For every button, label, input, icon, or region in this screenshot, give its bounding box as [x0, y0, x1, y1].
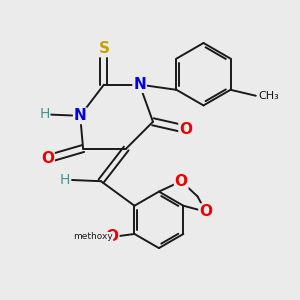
Text: N: N [74, 108, 86, 123]
Text: N: N [133, 77, 146, 92]
Text: methoxy: methoxy [73, 232, 113, 242]
Text: H: H [60, 173, 70, 187]
Text: O: O [41, 152, 54, 166]
Text: O: O [199, 204, 212, 219]
Text: S: S [98, 41, 110, 56]
Text: O: O [175, 174, 188, 189]
Text: H: H [39, 107, 50, 121]
Text: O: O [106, 230, 119, 244]
Text: O: O [179, 122, 192, 137]
Text: CH₃: CH₃ [259, 91, 280, 101]
